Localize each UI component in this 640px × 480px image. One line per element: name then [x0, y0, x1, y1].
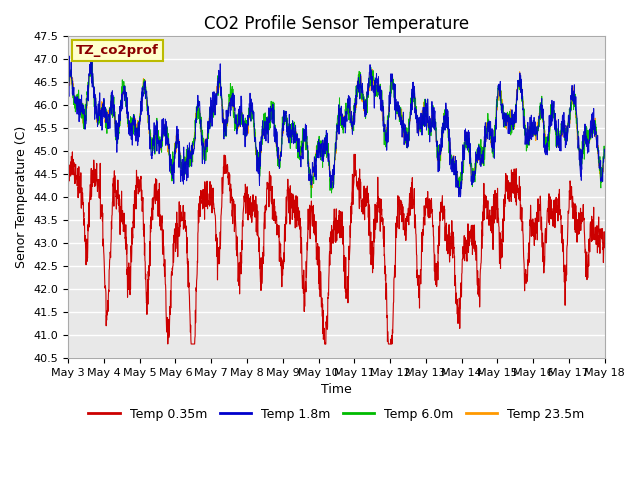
Text: TZ_co2prof: TZ_co2prof — [76, 44, 159, 57]
X-axis label: Time: Time — [321, 383, 352, 396]
Legend: Temp 0.35m, Temp 1.8m, Temp 6.0m, Temp 23.5m: Temp 0.35m, Temp 1.8m, Temp 6.0m, Temp 2… — [83, 403, 589, 426]
Y-axis label: Senor Temperature (C): Senor Temperature (C) — [15, 126, 28, 268]
Title: CO2 Profile Sensor Temperature: CO2 Profile Sensor Temperature — [204, 15, 469, 33]
